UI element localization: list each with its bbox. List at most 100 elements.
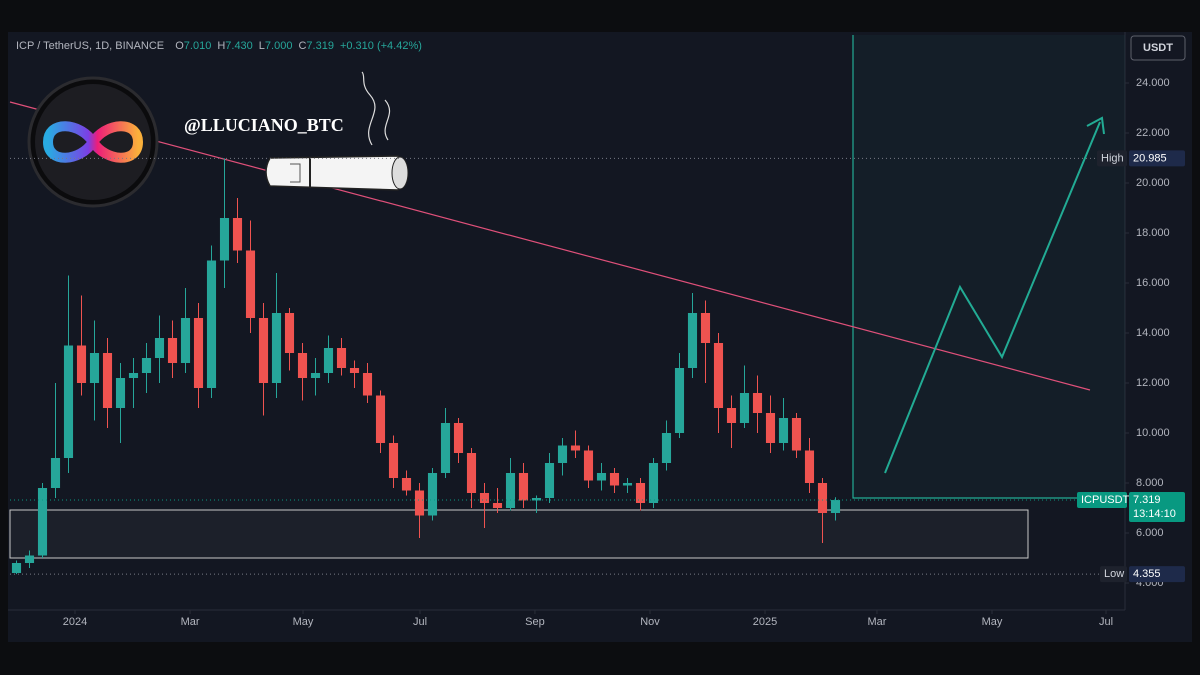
y-tick-label: 20.000 xyxy=(1136,177,1170,189)
candle-body xyxy=(830,500,841,513)
x-tick-label: May xyxy=(293,616,314,628)
candle-body xyxy=(557,445,568,463)
candle-body xyxy=(63,345,74,458)
candle-body xyxy=(531,498,542,501)
chart-title: ICP / TetherUS, 1D, BINANCE xyxy=(16,40,164,52)
series-name-text: ICPUSDT xyxy=(1081,494,1130,506)
projection-arrow xyxy=(884,121,1101,474)
readout-label: L xyxy=(259,40,265,52)
last-price-text: 7.319 xyxy=(1133,494,1161,506)
candle-body xyxy=(583,450,594,481)
candle-body xyxy=(11,563,22,573)
y-tick-label: 22.000 xyxy=(1136,127,1170,139)
candle-body xyxy=(661,433,672,463)
candle-body xyxy=(323,348,334,373)
support-zone xyxy=(9,509,1029,559)
candle-body xyxy=(440,423,451,473)
candle-body xyxy=(518,473,529,501)
y-tick-label: 10.000 xyxy=(1136,427,1170,439)
candle-body xyxy=(102,353,113,408)
candle-body xyxy=(726,408,737,423)
candle-body xyxy=(375,395,386,443)
candle-body xyxy=(700,313,711,343)
low-label-text: Low xyxy=(1104,568,1124,580)
candle-body xyxy=(24,555,35,563)
candle-body xyxy=(206,260,217,388)
candle-body xyxy=(713,343,724,408)
candle-body xyxy=(752,393,763,413)
candle-body xyxy=(765,413,776,443)
low-label-box xyxy=(1100,566,1127,583)
candle-body xyxy=(570,445,581,451)
candle-body xyxy=(167,338,178,363)
candle-body xyxy=(427,473,438,516)
candle-body xyxy=(804,450,815,483)
candle-body xyxy=(76,345,87,383)
candle-body xyxy=(388,443,399,478)
candle-body xyxy=(466,453,477,493)
candle-body xyxy=(297,353,308,378)
readout-value: 7.000 xyxy=(265,40,293,52)
candle-body xyxy=(453,423,464,453)
projection-area xyxy=(853,35,1125,498)
logo xyxy=(27,76,159,208)
candle-body xyxy=(596,473,607,481)
last-price-box xyxy=(1129,492,1185,523)
candle-body xyxy=(609,473,620,486)
x-tick-label: Jul xyxy=(1099,616,1113,628)
x-tick-label: Jul xyxy=(413,616,427,628)
x-tick-label: 2024 xyxy=(63,616,87,628)
candle-body xyxy=(180,318,191,363)
candle-body xyxy=(89,353,100,383)
y-tick-label: 8.000 xyxy=(1136,477,1164,489)
high-value-text: 20.985 xyxy=(1133,152,1167,164)
candle-body xyxy=(414,490,425,516)
candle-body xyxy=(505,473,516,508)
readout-label: C xyxy=(298,40,306,52)
y-tick-label: 12.000 xyxy=(1136,377,1170,389)
readout-value: 7.319 xyxy=(306,40,334,52)
y-tick-label: 24.000 xyxy=(1136,77,1170,89)
candle-body xyxy=(791,418,802,451)
readout-label: H xyxy=(217,40,225,52)
readout-value: 7.430 xyxy=(225,40,253,52)
arrow-head xyxy=(1086,116,1105,135)
candle-body xyxy=(245,250,256,318)
candle-body xyxy=(401,478,412,491)
high-label-text: High xyxy=(1101,152,1124,164)
readout-change: +0.310 (+4.42%) xyxy=(340,40,422,52)
candle-body xyxy=(115,378,126,408)
candle-body xyxy=(739,393,750,423)
y-tick-label: 14.000 xyxy=(1136,327,1170,339)
chart-header: ICP / TetherUS, 1D, BINANCE O7.010 H7.430… xyxy=(16,40,422,52)
currency-label: USDT xyxy=(1143,42,1173,54)
candle-body xyxy=(817,483,828,513)
candle-body xyxy=(37,488,48,556)
candle-body xyxy=(193,318,204,388)
x-tick-label: Mar xyxy=(867,616,886,628)
candle-body xyxy=(336,348,347,368)
candle-body xyxy=(128,373,139,378)
candle-body xyxy=(258,318,269,383)
high-value-box xyxy=(1129,150,1185,167)
candle-body xyxy=(778,418,789,443)
y-tick-label: 18.000 xyxy=(1136,227,1170,239)
candle-body xyxy=(687,313,698,368)
cigar-drawing xyxy=(265,71,409,191)
high-label-box xyxy=(1097,150,1127,167)
countdown-text: 13:14:10 xyxy=(1133,508,1176,520)
candle-body xyxy=(50,458,61,488)
x-tick-label: 2025 xyxy=(753,616,777,628)
currency-box[interactable] xyxy=(1130,35,1186,61)
readout-label: O xyxy=(175,40,184,52)
candle-body xyxy=(232,218,243,251)
x-tick-label: Nov xyxy=(640,616,660,628)
chart-panel xyxy=(8,32,1192,642)
low-value-text: 4.355 xyxy=(1133,568,1161,580)
trend-line xyxy=(9,101,1091,391)
candle-body xyxy=(310,373,321,378)
candle-body xyxy=(674,368,685,433)
candle-body xyxy=(622,483,633,486)
